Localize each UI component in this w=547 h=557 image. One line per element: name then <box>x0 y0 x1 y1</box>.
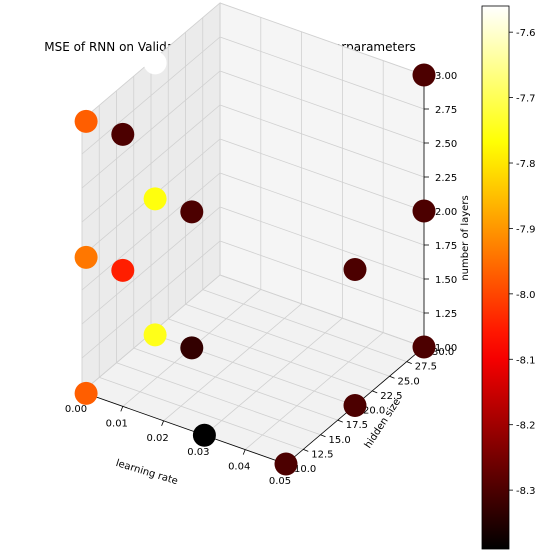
data-point <box>180 336 204 360</box>
z-tick-label: 1.50 <box>435 275 457 286</box>
data-point <box>111 122 135 146</box>
z-gridline <box>81 172 221 291</box>
z-tick-label: 1.25 <box>435 309 457 320</box>
z-tick-label: 2.00 <box>435 207 457 218</box>
z-gridline <box>219 172 425 246</box>
colorbar-tick-label: -8.0 <box>516 290 536 301</box>
colorbar-tick-label: -8.1 <box>516 355 536 366</box>
data-point <box>143 187 167 211</box>
z-tick-label: 1.75 <box>435 241 457 252</box>
y-tick-mark <box>406 361 412 364</box>
data-point <box>74 381 98 405</box>
z-gridline <box>81 104 221 223</box>
z-gridline <box>81 206 221 325</box>
y-gridline <box>202 289 407 363</box>
z-tick-label: 3.00 <box>435 71 457 82</box>
x-tick-mark <box>161 420 164 426</box>
colorbar: -7.6 -7.7 -7.8 -7.9 -8.0 -8.1 -8.2 -8.3 <box>481 5 536 550</box>
y-tick-mark <box>337 419 343 423</box>
gridlines <box>81 2 425 465</box>
z-gridline <box>81 70 221 189</box>
y-gridline <box>185 303 390 377</box>
y-gridline <box>133 347 338 421</box>
data-point <box>412 335 436 359</box>
y-gridline <box>168 318 373 392</box>
z-gridline <box>219 274 425 348</box>
z-tick-label: 2.75 <box>435 105 457 116</box>
x-tick-label: 0.00 <box>65 404 87 415</box>
data-point <box>74 109 98 133</box>
z-gridline <box>219 138 425 212</box>
z-gridline <box>219 36 425 110</box>
x-tick-label: 0.02 <box>146 433 168 444</box>
x-tick-label: 0.01 <box>106 418 128 429</box>
z-gridline <box>219 70 425 144</box>
z-gridline <box>219 104 425 178</box>
y-tick-label: 27.5 <box>415 362 437 373</box>
colorbar-tick-label: -8.2 <box>516 421 536 432</box>
z-tick-label: 1.00 <box>435 343 457 354</box>
x-tick-label: 0.04 <box>228 462 250 473</box>
y-tick-label: 15.0 <box>329 435 351 446</box>
x-tick-mark <box>242 449 246 455</box>
y-tick-label: 30.0 <box>432 347 454 358</box>
axis-panes <box>81 1 425 465</box>
data-point <box>143 51 167 75</box>
data-point <box>180 200 204 224</box>
y-gridline <box>116 362 321 436</box>
data-point <box>111 258 135 282</box>
data-point <box>74 245 98 269</box>
x-tick-mark <box>120 406 124 412</box>
data-points <box>74 51 436 476</box>
z-gridline <box>81 240 221 359</box>
x-axis-line <box>81 391 287 465</box>
x-axis-label: learning rate <box>114 458 179 487</box>
z-axis-label: number of layers <box>460 195 471 280</box>
y-tick-label: 25.0 <box>398 376 420 387</box>
y-tick-label: 10.0 <box>294 464 316 475</box>
colorbar-tick-label: -7.9 <box>516 224 536 235</box>
data-point <box>192 423 216 447</box>
colorbar-tick-label: -7.8 <box>516 159 536 170</box>
z-gridline <box>219 240 425 314</box>
y-tick-label: 12.5 <box>311 449 333 460</box>
y-tick-mark <box>372 390 378 394</box>
z-gridline <box>81 36 221 155</box>
data-point <box>412 199 436 223</box>
y-gridline <box>99 376 304 450</box>
y-tick-mark <box>303 449 309 452</box>
colorbar-tick-label: -8.3 <box>516 486 536 497</box>
z-gridline <box>219 2 425 76</box>
y-tick-mark <box>320 434 326 438</box>
y-tick-label: 22.5 <box>380 391 402 402</box>
y-tick-mark <box>389 375 395 379</box>
x-tick-label: 0.03 <box>187 447 209 458</box>
y-tick-label: 17.5 <box>346 420 368 431</box>
data-point <box>412 63 436 87</box>
z-tick-label: 2.50 <box>435 139 457 150</box>
y-tick-label: 20.0 <box>363 406 385 417</box>
z-tick-label: 2.25 <box>435 173 457 184</box>
data-point <box>343 394 367 417</box>
colorbar-ticks: -7.6 -7.7 -7.8 -7.9 -8.0 -8.1 -8.2 -8.3 <box>509 28 536 497</box>
colorbar-tick-label: -7.6 <box>516 28 536 39</box>
colorbar-tick-label: -7.7 <box>516 94 536 105</box>
data-point <box>143 323 167 347</box>
z-gridline <box>219 206 425 280</box>
x-tick-label: 0.05 <box>269 476 291 487</box>
data-point <box>274 452 298 476</box>
colorbar-gradient <box>481 5 510 550</box>
data-point <box>343 258 367 281</box>
